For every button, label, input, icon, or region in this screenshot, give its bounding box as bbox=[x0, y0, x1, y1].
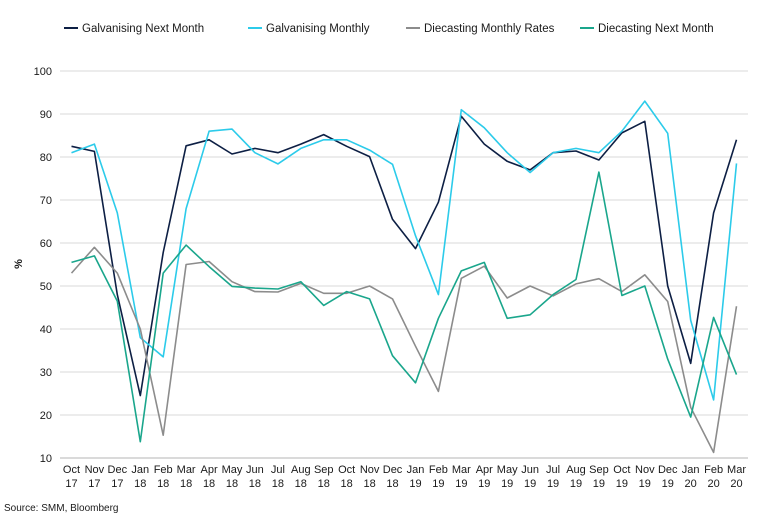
x-tick-label-year: 17 bbox=[111, 478, 123, 490]
x-tick-label-year: 19 bbox=[432, 478, 444, 490]
series-line-3 bbox=[70, 246, 738, 454]
x-tick-label-month: Feb bbox=[704, 464, 723, 476]
y-tick-label: 70 bbox=[40, 195, 52, 207]
source-note: Source: SMM, Bloomberg bbox=[4, 503, 119, 514]
x-tick-label-year: 18 bbox=[226, 478, 238, 490]
x-tick-label-month: Oct bbox=[613, 464, 630, 476]
x-tick-label-year: 20 bbox=[730, 478, 742, 490]
x-tick-label-month: Nov bbox=[635, 464, 655, 476]
x-tick-label-month: Jul bbox=[546, 464, 560, 476]
series-line-4 bbox=[71, 171, 738, 443]
x-tick-label-month: Sep bbox=[314, 464, 334, 476]
x-tick-label-year: 20 bbox=[685, 478, 697, 490]
x-tick-label-month: May bbox=[222, 464, 243, 476]
line-chart: Galvanising Next Month Galvanising Monthl… bbox=[13, 23, 748, 490]
y-tick-label: 20 bbox=[40, 410, 52, 422]
x-tick-label-year: 19 bbox=[616, 478, 628, 490]
y-tick-label: 90 bbox=[40, 109, 52, 121]
x-tick-label-month: Apr bbox=[476, 464, 493, 476]
y-tick-label: 100 bbox=[34, 66, 52, 78]
x-tick-label-year: 18 bbox=[134, 478, 146, 490]
x-tick-label-month: Aug bbox=[566, 464, 586, 476]
x-tick-label-year: 19 bbox=[570, 478, 582, 490]
x-tick-label-year: 17 bbox=[88, 478, 100, 490]
x-tick-label-year: 20 bbox=[707, 478, 719, 490]
x-tick-label-month: Jun bbox=[521, 464, 539, 476]
x-tick-label-year: 19 bbox=[593, 478, 605, 490]
y-axis-ticks: 10 20 30 40 50 60 70 80 90 100 bbox=[34, 66, 52, 465]
legend-label: Galvanising Next Month bbox=[82, 23, 204, 35]
x-tick-label-month: Mar bbox=[727, 464, 746, 476]
x-tick-label-month: Mar bbox=[452, 464, 471, 476]
x-tick-label-month: Jan bbox=[682, 464, 700, 476]
x-tick-label-year: 19 bbox=[501, 478, 513, 490]
x-axis-ticks: Oct 17 Nov 17 Dec 17 Jan 18 Feb 18 Mar 18 Apr 18 May 18… bbox=[63, 464, 746, 490]
legend-label: Diecasting Next Month bbox=[598, 23, 714, 35]
x-tick-label-month: Feb bbox=[429, 464, 448, 476]
legend-label: Galvanising Monthly bbox=[266, 23, 370, 35]
x-tick-label-year: 19 bbox=[524, 478, 536, 490]
x-tick-label-year: 19 bbox=[478, 478, 490, 490]
x-tick-label-year: 18 bbox=[157, 478, 169, 490]
x-tick-label-month: Dec bbox=[383, 464, 403, 476]
x-tick-label-year: 19 bbox=[639, 478, 651, 490]
y-tick-label: 40 bbox=[40, 324, 52, 336]
x-tick-label-year: 19 bbox=[455, 478, 467, 490]
x-tick-label-year: 17 bbox=[65, 478, 77, 490]
x-tick-label-year: 18 bbox=[386, 478, 398, 490]
y-tick-label: 30 bbox=[40, 367, 52, 379]
x-tick-label-year: 18 bbox=[341, 478, 353, 490]
x-tick-label-month: Feb bbox=[154, 464, 173, 476]
x-tick-label-year: 19 bbox=[409, 478, 421, 490]
x-tick-label-year: 18 bbox=[363, 478, 375, 490]
x-tick-label-month: May bbox=[497, 464, 518, 476]
x-tick-label-month: Nov bbox=[360, 464, 380, 476]
legend-label: Diecasting Monthly Rates bbox=[424, 23, 555, 35]
series-lines bbox=[70, 100, 738, 454]
y-tick-label: 50 bbox=[40, 281, 52, 293]
x-tick-label-year: 19 bbox=[662, 478, 674, 490]
x-tick-label-month: Jun bbox=[246, 464, 264, 476]
x-tick-label-month: Jan bbox=[131, 464, 149, 476]
x-tick-label-year: 18 bbox=[318, 478, 330, 490]
x-tick-label-year: 18 bbox=[272, 478, 284, 490]
y-tick-label: 80 bbox=[40, 152, 52, 164]
x-tick-label-year: 18 bbox=[249, 478, 261, 490]
x-tick-label-month: Dec bbox=[658, 464, 678, 476]
x-tick-label-month: Jul bbox=[271, 464, 285, 476]
gridlines bbox=[60, 70, 748, 459]
x-tick-label-month: Mar bbox=[177, 464, 196, 476]
x-tick-label-month: Nov bbox=[85, 464, 105, 476]
x-tick-label-month: Sep bbox=[589, 464, 609, 476]
series-line-2 bbox=[71, 100, 738, 401]
y-tick-label: 60 bbox=[40, 238, 52, 250]
x-tick-label-month: Apr bbox=[201, 464, 218, 476]
y-axis-label: % bbox=[13, 259, 25, 269]
x-tick-label-year: 18 bbox=[180, 478, 192, 490]
x-tick-label-year: 18 bbox=[295, 478, 307, 490]
x-tick-label-month: Aug bbox=[291, 464, 311, 476]
x-tick-label-month: Dec bbox=[108, 464, 128, 476]
x-tick-label-month: Jan bbox=[407, 464, 425, 476]
x-tick-label-year: 18 bbox=[203, 478, 215, 490]
y-tick-label: 10 bbox=[40, 453, 52, 465]
x-tick-label-month: Oct bbox=[63, 464, 80, 476]
x-tick-label-month: Oct bbox=[338, 464, 355, 476]
legend: Galvanising Next Month Galvanising Monthl… bbox=[64, 23, 714, 35]
series-line-1 bbox=[71, 115, 738, 397]
x-tick-label-year: 19 bbox=[547, 478, 559, 490]
